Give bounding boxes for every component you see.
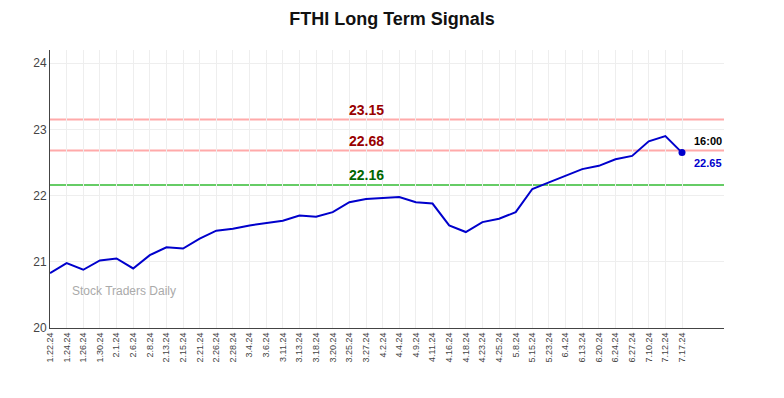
svg-text:22.68: 22.68: [349, 133, 384, 149]
svg-text:1.22.24: 1.22.24: [45, 333, 55, 363]
svg-text:1.26.24: 1.26.24: [78, 333, 88, 363]
svg-text:4.25.24: 4.25.24: [494, 333, 504, 363]
svg-text:FTHI Long Term Signals: FTHI Long Term Signals: [289, 9, 495, 29]
svg-text:22: 22: [33, 189, 47, 203]
svg-text:3.4.24: 3.4.24: [245, 333, 255, 358]
svg-text:3.20.24: 3.20.24: [328, 333, 338, 363]
svg-text:6.27.24: 6.27.24: [627, 333, 637, 363]
svg-text:3.27.24: 3.27.24: [361, 333, 371, 363]
svg-text:20: 20: [33, 321, 47, 335]
svg-text:1.30.24: 1.30.24: [95, 333, 105, 363]
svg-text:5.23.24: 5.23.24: [544, 333, 554, 363]
svg-text:2.13.24: 2.13.24: [161, 333, 171, 363]
svg-text:3.6.24: 3.6.24: [261, 333, 271, 358]
svg-text:4.9.24: 4.9.24: [411, 333, 421, 358]
svg-text:Stock Traders Daily: Stock Traders Daily: [72, 284, 176, 298]
svg-text:2.15.24: 2.15.24: [178, 333, 188, 363]
svg-text:22.65: 22.65: [694, 157, 722, 169]
svg-text:3.25.24: 3.25.24: [344, 333, 354, 363]
svg-text:2.8.24: 2.8.24: [145, 333, 155, 358]
svg-text:16:00: 16:00: [694, 135, 722, 147]
svg-text:7.10.24: 7.10.24: [644, 333, 654, 363]
svg-text:4.16.24: 4.16.24: [444, 333, 454, 363]
svg-text:6.4.24: 6.4.24: [561, 333, 571, 358]
svg-text:23.15: 23.15: [349, 102, 384, 118]
svg-text:5.15.24: 5.15.24: [527, 333, 537, 363]
svg-text:7.17.24: 7.17.24: [677, 333, 687, 363]
svg-text:24: 24: [33, 56, 47, 70]
svg-text:5.8.24: 5.8.24: [511, 333, 521, 358]
svg-text:4.23.24: 4.23.24: [477, 333, 487, 363]
svg-text:2.26.24: 2.26.24: [211, 333, 221, 363]
svg-text:23: 23: [33, 123, 47, 137]
svg-text:4.4.24: 4.4.24: [394, 333, 404, 358]
svg-text:7.12.24: 7.12.24: [660, 333, 670, 363]
svg-text:2.6.24: 2.6.24: [128, 333, 138, 358]
svg-text:3.13.24: 3.13.24: [294, 333, 304, 363]
svg-text:4.11.24: 4.11.24: [427, 333, 437, 362]
svg-text:1.24.24: 1.24.24: [62, 333, 72, 363]
svg-text:4.2.24: 4.2.24: [378, 333, 388, 358]
svg-text:22.16: 22.16: [349, 167, 384, 183]
svg-text:21: 21: [33, 255, 47, 269]
svg-text:6.24.24: 6.24.24: [610, 333, 620, 363]
svg-text:6.13.24: 6.13.24: [577, 333, 587, 363]
svg-text:3.11.24: 3.11.24: [278, 333, 288, 362]
svg-text:2.21.24: 2.21.24: [195, 333, 205, 363]
svg-text:2.1.24: 2.1.24: [111, 333, 121, 358]
svg-text:4.18.24: 4.18.24: [461, 333, 471, 363]
svg-text:6.20.24: 6.20.24: [594, 333, 604, 363]
svg-text:3.18.24: 3.18.24: [311, 333, 321, 363]
svg-text:2.28.24: 2.28.24: [228, 333, 238, 363]
